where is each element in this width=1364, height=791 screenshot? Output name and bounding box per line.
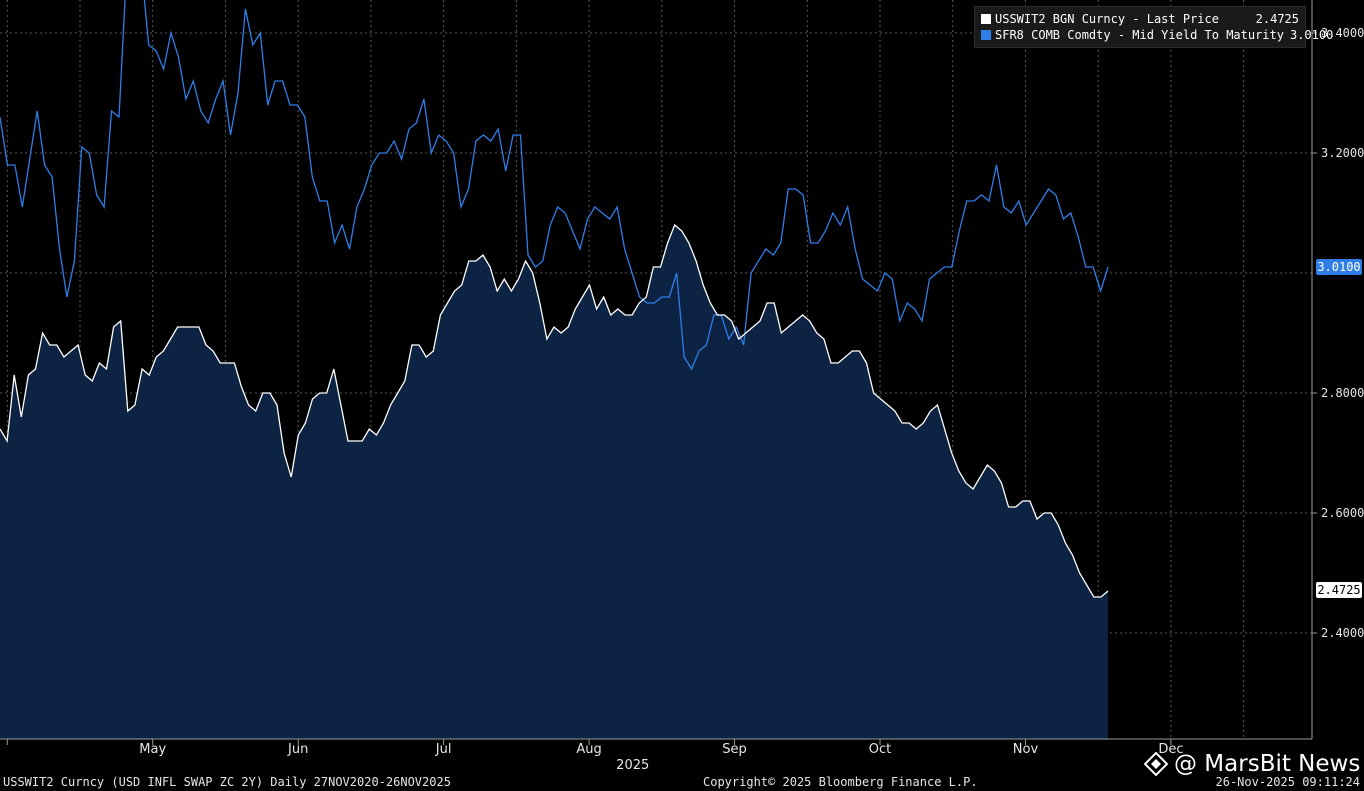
x-month-label: Dec [1158, 742, 1183, 757]
x-month-label: Aug [576, 742, 601, 757]
y-tick-label: 2.6000 [1321, 506, 1364, 520]
watermark: @ MarsBit News [1144, 750, 1360, 778]
x-month-label: Nov [1013, 742, 1039, 757]
footer-copyright: Copyright© 2025 Bloomberg Finance L.P. [703, 775, 978, 789]
last-price-tag-usswit2: 2.4725 [1316, 581, 1362, 598]
x-month-label: Jun [287, 742, 308, 757]
legend-swatch-white [981, 14, 991, 24]
x-month-label: May [139, 742, 166, 757]
legend-entry-sfr8: SFR8 COMB Comdty - Mid Yield To Maturity… [981, 27, 1333, 43]
y-tick-label: 3.2000 [1321, 146, 1364, 160]
y-tick-label: 2.8000 [1321, 386, 1364, 400]
sfr8-series-line [0, 0, 1109, 371]
y-tick-label: 3.4000 [1321, 26, 1364, 40]
legend: USSWIT2 BGN Curncy - Last Price 2.4725 S… [974, 6, 1333, 48]
watermark-text: @ MarsBit News [1174, 751, 1361, 777]
x-month-label: Oct [869, 742, 891, 757]
legend-name-usswit2: USSWIT2 BGN Curncy - Last Price [995, 12, 1219, 26]
usswit2-series-line [0, 223, 1109, 598]
legend-swatch-blue [981, 30, 991, 40]
legend-value-usswit2: 2.4725 [1255, 12, 1299, 26]
footer-description: USSWIT2 Curncy (USD INFL SWAP ZC 2Y) Dai… [3, 775, 451, 789]
footer-timestamp: 26-Nov-2025 09:11:24 [1215, 775, 1361, 789]
legend-entry-usswit2: USSWIT2 BGN Curncy - Last Price 2.4725 [981, 11, 1299, 27]
usswit2-area-fill [0, 225, 1108, 739]
y-tick-label: 2.4000 [1321, 626, 1364, 640]
last-price-tag-sfr8: 3.0100 [1316, 259, 1362, 275]
x-month-label: Jul [435, 742, 452, 757]
legend-value-sfr8: 3.0100 [1289, 28, 1334, 42]
legend-name-sfr8: SFR8 COMB Comdty - Mid Yield To Maturity [995, 28, 1284, 42]
x-month-label: Sep [722, 742, 747, 757]
x-year-label: 2025 [616, 758, 649, 773]
marsbit-logo-icon [1144, 752, 1168, 776]
